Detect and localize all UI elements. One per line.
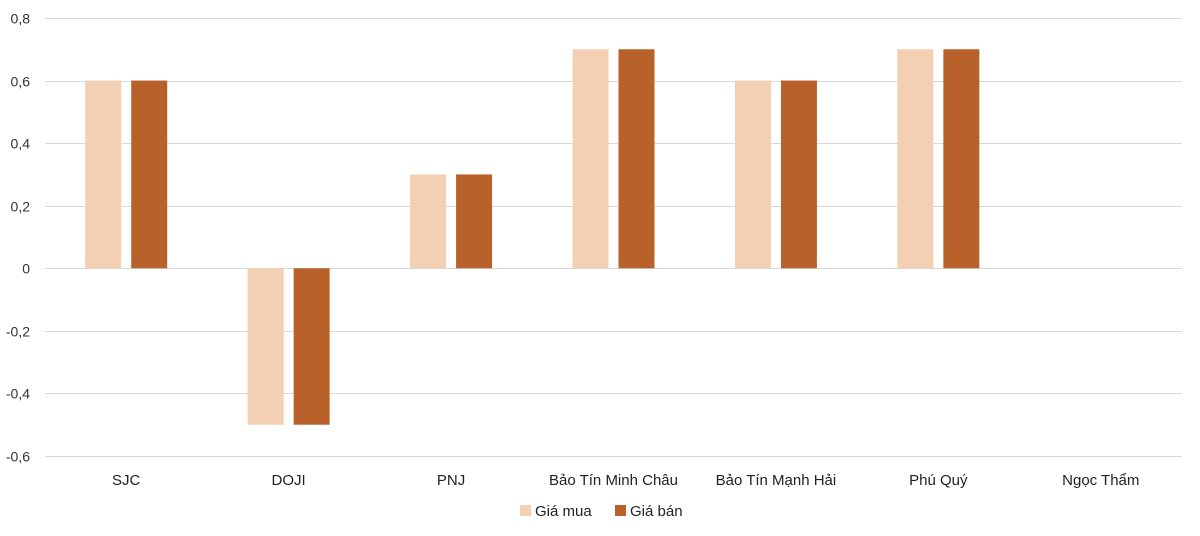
x-tick-label: DOJI	[272, 472, 306, 489]
bar	[131, 80, 168, 269]
legend: Giá mua Giá bán	[520, 503, 683, 520]
bars	[85, 49, 980, 425]
y-tick-label: 0,6	[11, 74, 31, 90]
x-tick-label: Bảo Tín Minh Châu	[549, 472, 678, 489]
bar	[410, 174, 447, 269]
y-tick-label: -0,4	[6, 386, 30, 402]
y-tick-label: 0,8	[11, 11, 31, 27]
bar	[734, 80, 771, 269]
bar	[943, 49, 980, 269]
legend-label: Giá bán	[630, 503, 683, 520]
x-tick-label: PNJ	[437, 472, 465, 489]
x-tick-label: SJC	[112, 472, 141, 489]
bar	[247, 268, 284, 425]
x-tick-label: Bảo Tín Mạnh Hải	[716, 472, 837, 489]
y-tick-label: 0,4	[11, 136, 31, 152]
legend-swatch	[615, 505, 626, 516]
y-tick-label: -0,6	[6, 449, 30, 465]
gridlines	[45, 18, 1182, 457]
x-tick-label: Ngọc Thẩm	[1062, 472, 1139, 489]
x-axis-labels: SJC DOJI PNJ Bảo Tín Minh Châu Bảo Tín Mạnh …	[112, 472, 1139, 489]
y-tick-label: 0	[22, 261, 30, 277]
x-tick-label: Phú Quý	[909, 472, 968, 489]
y-tick-label: -0,2	[6, 324, 30, 340]
y-axis-ticks: 0,8 0,6 0,4 0,2 0 -0,2 -0,4 -0,6	[6, 11, 30, 465]
bar	[897, 49, 934, 269]
bar	[85, 80, 122, 269]
bar	[456, 174, 493, 269]
legend-label: Giá mua	[535, 503, 592, 520]
y-tick-label: 0,2	[11, 199, 31, 215]
bar	[618, 49, 655, 269]
bar	[293, 268, 330, 425]
legend-swatch	[520, 505, 531, 516]
bar	[572, 49, 609, 269]
bar	[780, 80, 817, 269]
